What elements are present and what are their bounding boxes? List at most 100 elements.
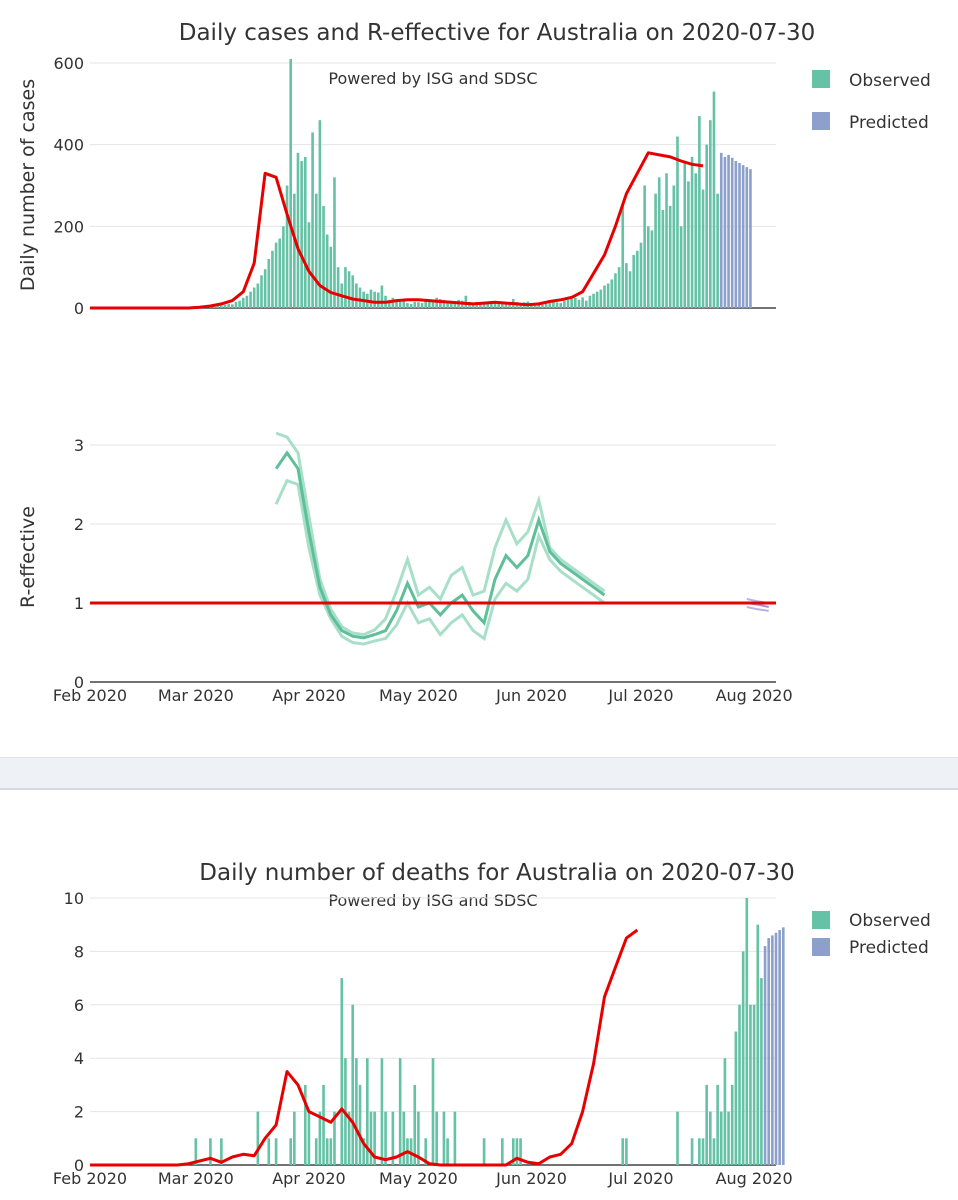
cases-y-tick-label: 400 (53, 136, 84, 155)
reff-mean-line (274, 450, 606, 640)
chart-title: Daily cases and R-effective for Australi… (179, 20, 816, 46)
cases-observed-bar (592, 293, 595, 308)
deaths-observed-bar (446, 1138, 449, 1165)
x-tick-label: Jul 2020 (607, 1169, 673, 1188)
cases-observed-bar (552, 301, 555, 308)
legend-observed-label[interactable]: Observed (849, 71, 931, 91)
cases-observed-bar (646, 226, 650, 308)
cases-observed-bar (497, 303, 500, 308)
cases-predicted-bar (723, 156, 727, 308)
cases-observed-bar (355, 283, 358, 308)
cases-observed-bar (256, 283, 260, 308)
deaths-observed-bar (745, 898, 749, 1165)
deaths-predicted-bar (763, 946, 767, 1165)
deaths-y-tick-label: 10 (64, 889, 84, 908)
deaths-observed-bar (267, 1138, 271, 1165)
cases-observed-bar (391, 297, 395, 308)
legend-predicted-label[interactable]: Predicted (849, 938, 929, 958)
deaths-smoothed-line (90, 928, 639, 1167)
cases-observed-bar (504, 303, 508, 308)
x-tick-label: Aug 2020 (716, 686, 793, 705)
cases-predicted-bar (727, 154, 730, 308)
cases-observed-bar (716, 193, 719, 308)
cases-observed-bar (687, 181, 690, 308)
cases-observed-bar (676, 136, 679, 308)
cases-observed-bar (665, 173, 668, 308)
deaths-observed-bar (453, 1111, 457, 1165)
cases-observed-bar (431, 300, 435, 308)
deaths-observed-bar (409, 1138, 413, 1165)
deaths-observed-bar (749, 1004, 752, 1165)
cases-observed-bar (701, 189, 705, 308)
reff-y-tick-label: 0 (74, 673, 84, 692)
cases-observed-bar (223, 304, 227, 308)
cases-observed-bar (293, 193, 296, 308)
deaths-observed-bar (738, 1004, 741, 1165)
cases-observed-bar (285, 185, 289, 308)
deaths-observed-bar (369, 1111, 373, 1165)
deaths-observed-bar (435, 1111, 438, 1165)
cases-observed-bar (230, 304, 234, 308)
deaths-observed-bar (712, 1138, 716, 1165)
reff-y-tick-label: 3 (74, 436, 84, 455)
deaths-powered-by-label: Powered by ISG and SDSC (328, 891, 537, 910)
cases-predicted-bar (734, 161, 738, 308)
deaths-observed-bar (256, 1111, 260, 1165)
deaths-observed-bar (734, 1031, 738, 1165)
deaths-plot-area: 0 2 4 6 8 10 Feb 2020 Mar 2020 Apr 2020 May 2020 J… (53, 889, 793, 1188)
cases-observed-bar (325, 234, 329, 308)
cases-y-tick-label: 600 (53, 54, 84, 73)
deaths-observed-bar (329, 1138, 333, 1165)
cases-observed-bar (479, 302, 482, 308)
cases-legend[interactable]: Observed Predicted (812, 70, 931, 133)
deaths-observed-bar (362, 1138, 365, 1165)
cases-observed-bar (318, 120, 322, 309)
cases-observed-bar (654, 193, 657, 308)
cases-observed-bar (333, 177, 336, 308)
deaths-legend[interactable]: Observed Predicted (812, 911, 931, 958)
cases-observed-bar (296, 152, 300, 308)
cases-observed-bar (614, 273, 617, 308)
deaths-observed-bar (289, 1138, 293, 1165)
deaths-observed-bar (347, 1111, 351, 1165)
deaths-observed-bar (220, 1138, 223, 1165)
deaths-observed-bar (366, 1058, 369, 1165)
deaths-y-tick-label: 2 (74, 1103, 84, 1122)
deaths-observed-bar (351, 1004, 355, 1165)
cases-predicted-bar (741, 165, 745, 308)
deaths-observed-bar (756, 924, 760, 1165)
legend-observed-label[interactable]: Observed (849, 911, 931, 931)
cases-observed-bar (694, 173, 698, 308)
x-tick-label: Feb 2020 (53, 686, 127, 705)
deaths-observed-bar (293, 1111, 296, 1165)
cases-observed-bar (453, 301, 457, 308)
cases-observed-bar (369, 289, 373, 308)
x-tick-label: Jun 2020 (495, 686, 567, 705)
cases-observed-bar (588, 295, 592, 308)
cases-observed-bar (395, 299, 398, 308)
deaths-observed-bar (358, 1084, 362, 1165)
deaths-predicted-bar (781, 927, 785, 1165)
deaths-observed-bar (340, 978, 344, 1165)
cases-observed-bar (632, 254, 636, 308)
cases-observed-bar (449, 301, 453, 308)
cases-observed-bar (544, 303, 548, 308)
deaths-observed-bar (501, 1138, 504, 1165)
cases-observed-bar (555, 302, 559, 308)
x-tick-label: May 2020 (379, 1169, 458, 1188)
cases-predicted-bar (749, 169, 752, 308)
cases-observed-bar (314, 193, 318, 308)
cases-observed-bar (220, 305, 223, 308)
cases-observed-bar (216, 305, 220, 308)
cases-observed-bar (486, 303, 490, 308)
cases-observed-bar (227, 303, 230, 308)
deaths-predicted-bar (778, 930, 781, 1165)
legend-predicted-label[interactable]: Predicted (849, 113, 929, 133)
cases-observed-bar (274, 242, 278, 308)
reff-y-tick-label: 1 (74, 594, 84, 613)
cases-observed-bar (537, 303, 541, 308)
deaths-observed-bar (380, 1058, 384, 1165)
cases-observed-bar (621, 203, 625, 308)
deaths-observed-bar (417, 1111, 420, 1165)
